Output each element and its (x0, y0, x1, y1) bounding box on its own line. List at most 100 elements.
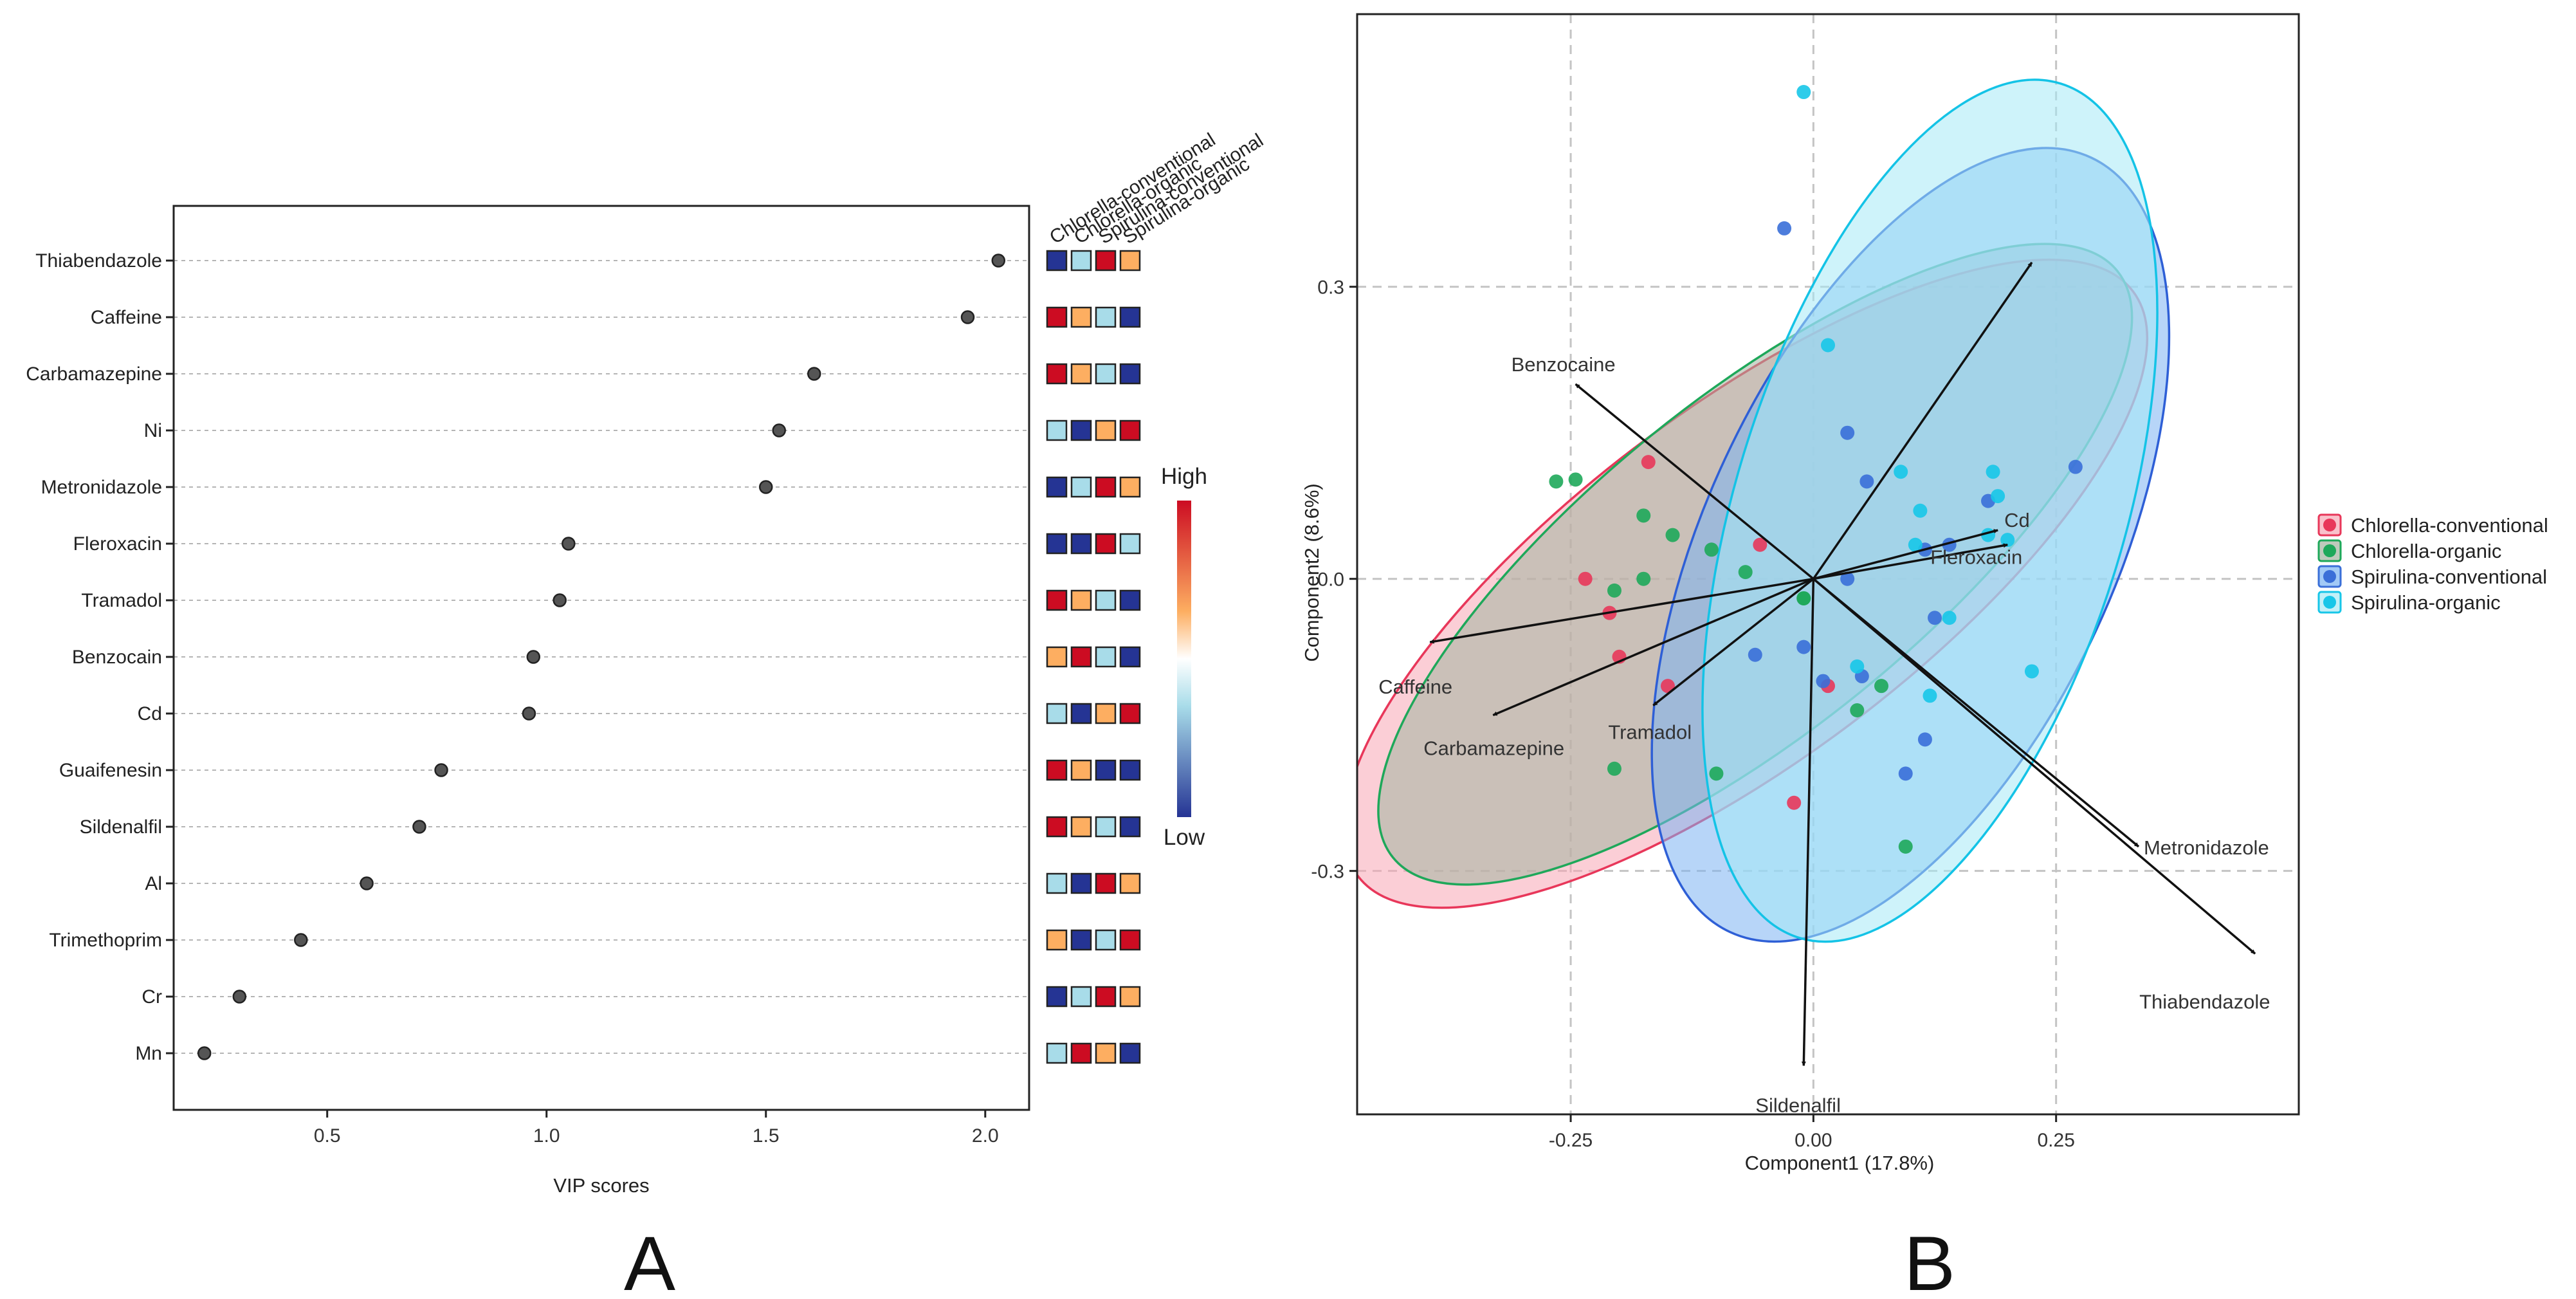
heatmap-cell (1119, 363, 1141, 385)
sample-point (2024, 664, 2039, 679)
loading-label: Cd (2004, 509, 2030, 531)
heatmap-cell (1070, 759, 1092, 781)
heatmap-cell (1119, 872, 1141, 894)
heatmap-cell (1070, 589, 1092, 611)
vip-feature-labels: Thiabendazole Caffeine Carbamazepine Ni Metr… (26, 250, 174, 1064)
legend-label: Chlorella-organic (2351, 540, 2501, 562)
vip-dot (294, 933, 308, 947)
legend-marker (2323, 544, 2336, 557)
legend-marker (2323, 570, 2336, 583)
vip-feature-label: Tramadol (81, 590, 162, 611)
sample-point (1840, 425, 1855, 440)
vip-feature-label: Thiabendazole (35, 250, 162, 272)
sample-point (1917, 732, 1932, 747)
heatmap-cell (1095, 419, 1117, 441)
heatmap-cell (1119, 476, 1141, 498)
biplot-confidence-ellipses (1357, 78, 2171, 943)
heatmap-cell (1119, 533, 1141, 555)
heatmap-cell (1046, 703, 1068, 724)
color-scale-low-label: Low (1164, 825, 1205, 850)
heatmap-cell (1070, 646, 1092, 668)
loading-arrow (1813, 529, 1998, 580)
biplot-x-axis-title: Component1 (17.8%) (1745, 1152, 1935, 1174)
loading-label: Thiabendazole (2139, 990, 2270, 1013)
vip-dots (197, 253, 1006, 1060)
biplot-x-tick-label: 0.00 (1795, 1130, 1832, 1151)
heatmap-cell (1095, 703, 1117, 724)
heatmap-cell (1095, 1042, 1117, 1064)
loading-arrow (1812, 261, 2033, 580)
loading-label: Benzocaine (1512, 353, 1616, 376)
heatmap-cell (1095, 816, 1117, 838)
loading-arrow (1813, 578, 2256, 955)
sample-point (1660, 679, 1675, 694)
vip-feature-label: Cr (142, 986, 162, 1008)
heatmap-cell (1070, 929, 1092, 951)
vip-feature-label: Carbamazepine (26, 364, 162, 385)
sample-point (1607, 583, 1621, 598)
sample-point (1942, 611, 1957, 625)
sample-point (1850, 659, 1865, 674)
heatmap-cell (1119, 306, 1141, 328)
heatmap-cell (1095, 646, 1117, 668)
vip-feature-label: Al (145, 873, 162, 894)
heatmap-cell (1119, 250, 1141, 272)
sample-point (1840, 571, 1855, 586)
heatmap-cell (1095, 929, 1117, 951)
sample-point (1928, 611, 1942, 625)
vip-feature-label: Cd (138, 703, 162, 724)
vip-dot (772, 423, 786, 438)
heatmap-cell (1046, 476, 1068, 498)
panel-b-plsda-biplot: Benzocaine Caffeine Carbamazepine Tramadol C… (1301, 13, 2548, 1299)
vip-feature-label: Fleroxacin (73, 533, 162, 555)
vip-feature-label: Benzocain (72, 647, 162, 668)
sample-point (1777, 221, 1792, 235)
heatmap-cell (1119, 759, 1141, 781)
heatmap-cell (1046, 646, 1068, 668)
heatmap-cell (1046, 986, 1068, 1008)
sample-point (1607, 761, 1621, 776)
heatmap-cell (1070, 703, 1092, 724)
vip-feature-label: Mn (135, 1043, 162, 1064)
vip-x-tick-label: 1.0 (533, 1125, 560, 1147)
panel-b-letter: B (1904, 1221, 1955, 1299)
biplot-loading-arrows (1429, 261, 2256, 1067)
heatmap-cell (1046, 533, 1068, 555)
heatmap-cell (1046, 1042, 1068, 1064)
legend-label: Chlorella-conventional (2351, 514, 2548, 537)
heatmap-cell (1046, 759, 1068, 781)
sample-point (1908, 537, 1923, 552)
vip-plot-frame (172, 205, 1030, 1111)
vip-dot (991, 253, 1006, 268)
sample-point (1850, 703, 1865, 717)
vip-dot (434, 763, 448, 777)
sample-point (1874, 679, 1889, 694)
vip-x-axis-title: VIP scores (553, 1174, 649, 1197)
vip-feature-label: Trimethoprim (49, 930, 162, 951)
loading-label: Metronidazole (2144, 836, 2269, 859)
color-scale-high-label: High (1161, 464, 1207, 489)
loading-arrow (1429, 577, 1814, 644)
heatmap-cell (1046, 419, 1068, 441)
confidence-ellipse (1701, 78, 2159, 943)
sample-point (1816, 674, 1831, 688)
biplot-y-tick-label: 0.3 (1317, 277, 1344, 299)
heatmap-cell (1070, 363, 1092, 385)
heatmap-cell (1070, 1042, 1092, 1064)
panel-a-letter: A (624, 1221, 675, 1299)
vip-x-tick-label: 0.5 (314, 1125, 341, 1147)
heatmap-cell (1070, 250, 1092, 272)
sample-point (1796, 591, 1811, 605)
heatmap-cell (1095, 872, 1117, 894)
vip-dot (553, 593, 567, 607)
biplot-y-axis: -0.3 0.0 0.3 (1311, 277, 1357, 883)
vip-dot (360, 876, 374, 890)
vip-feature-label: Ni (144, 420, 162, 441)
loading-arrow (1575, 383, 1814, 580)
vip-feature-label: Metronidazole (41, 477, 162, 498)
heatmap-cell (1046, 306, 1068, 328)
legend-marker (2323, 596, 2336, 609)
heatmap-cell (1119, 703, 1141, 724)
biplot-legend: Chlorella-conventional Chlorella-organic S… (2317, 513, 2548, 614)
